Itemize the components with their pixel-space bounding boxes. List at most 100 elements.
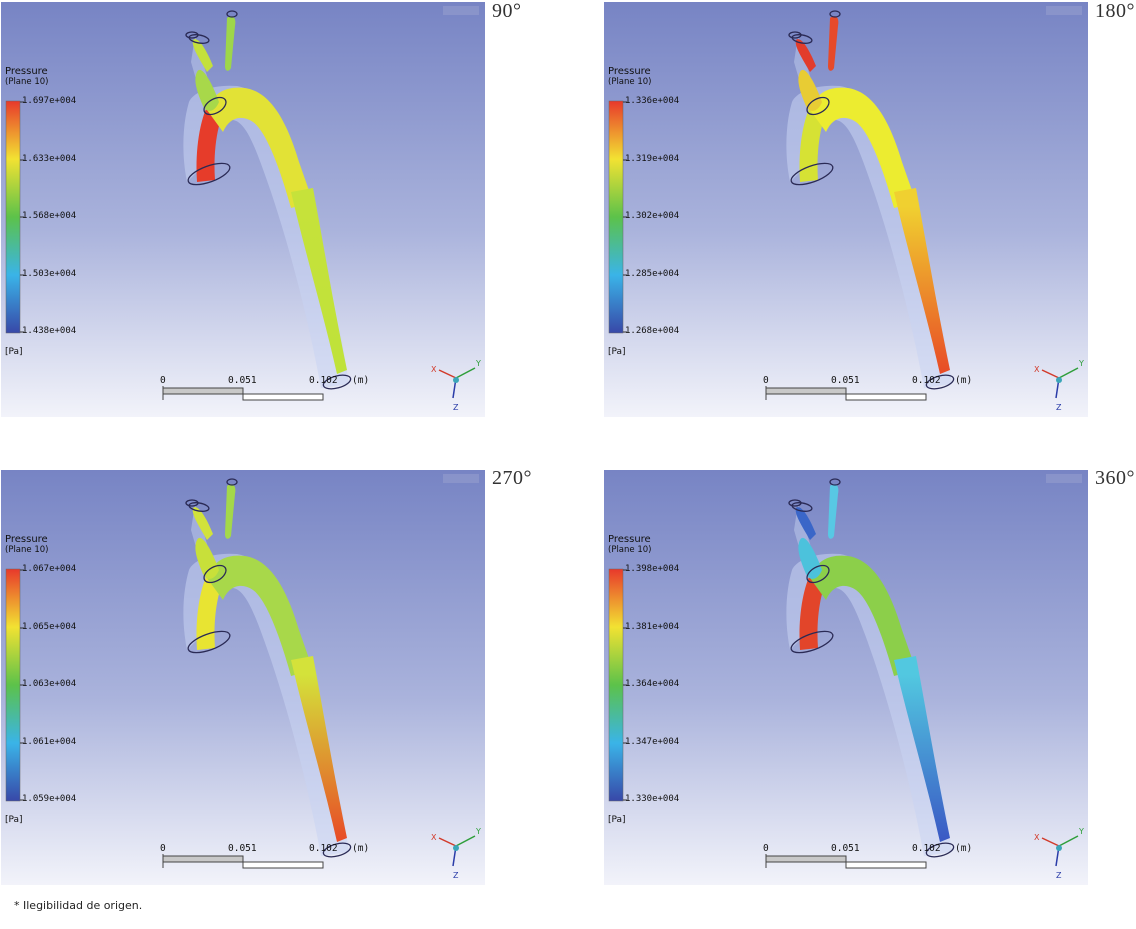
svg-text:X: X (1034, 833, 1040, 842)
legend-tick-label: 1.319e+004 (625, 154, 680, 164)
scale-label: 0.102 (309, 375, 338, 386)
descending-aorta (894, 656, 950, 842)
legend-tick-label: 1.503e+004 (22, 269, 77, 279)
simulation-panel-3: Y X Z Pressure (Plane 10) 1.067e+004 1.0… (1, 470, 485, 885)
svg-text:Z: Z (453, 403, 459, 412)
legend-title: Pressure (Plane 10) (5, 534, 48, 556)
legend-subtitle: (Plane 10) (608, 545, 652, 555)
vessel-render: Y X Z (1, 470, 485, 885)
legend-ticks (623, 101, 627, 333)
descending-aorta (894, 188, 950, 374)
vessel-render: Y X Z (604, 470, 1088, 885)
svg-text:X: X (1034, 365, 1040, 374)
carotid-branch (795, 507, 816, 540)
svg-text:X: X (431, 365, 437, 374)
legend-color-bar (5, 568, 21, 802)
carotid-branch (795, 39, 816, 72)
svg-text:Y: Y (1078, 827, 1084, 836)
axis-triad: Y X Z (431, 359, 481, 412)
legend-tick-label: 1.381e+004 (625, 622, 680, 632)
legend-tick-label: 1.063e+004 (22, 679, 77, 689)
footnote: * Ilegibilidad de origen. (14, 899, 143, 912)
legend-title-text: Pressure (5, 66, 48, 77)
legend-tick-label: 1.633e+004 (22, 154, 77, 164)
angle-label: 360° (1095, 467, 1135, 489)
legend-tick-label: 1.364e+004 (625, 679, 680, 689)
legend-tick-label: 1.438e+004 (22, 326, 77, 336)
axis-triad: Y X Z (431, 827, 481, 880)
scale-unit: (m) (352, 375, 370, 386)
svg-text:Z: Z (1056, 871, 1062, 880)
scale-unit: (m) (352, 843, 370, 854)
svg-text:Y: Y (475, 827, 481, 836)
legend-subtitle: (Plane 10) (608, 77, 652, 87)
vessel-ghost (786, 85, 952, 389)
legend-title-text: Pressure (5, 534, 48, 545)
legend-color-bar (608, 100, 624, 334)
vessel-ghost (183, 85, 349, 389)
legend-tick-label: 1.336e+004 (625, 96, 680, 106)
legend-color-bar (608, 568, 624, 802)
brachiocephalic-branch (195, 69, 219, 111)
window-corner-icon (1046, 6, 1082, 15)
scale-label: 0.102 (912, 375, 941, 386)
scale-bar (162, 386, 324, 401)
aortic-arch (207, 555, 313, 676)
scale-bar (765, 854, 927, 869)
render-background (1, 470, 485, 885)
scale-label: 0.102 (309, 843, 338, 854)
svg-text:Z: Z (453, 871, 459, 880)
legend-tick-label: 1.061e+004 (22, 737, 77, 747)
descending-aorta (291, 656, 347, 842)
scale-unit: (m) (955, 843, 973, 854)
brachiocephalic-branch (798, 537, 822, 579)
vessel-ghost (786, 553, 952, 856)
scale-label: 0.051 (228, 843, 257, 854)
legend-ticks (20, 101, 24, 333)
aortic-arch (810, 555, 916, 676)
scale-label: 0 (160, 843, 166, 854)
legend-tick-label: 1.697e+004 (22, 96, 77, 106)
legend-tick-label: 1.302e+004 (625, 211, 680, 221)
outlet-rings (788, 478, 955, 858)
legend-title-text: Pressure (608, 534, 651, 545)
scale-bar (162, 854, 324, 869)
legend-tick-label: 1.067e+004 (22, 564, 77, 574)
outlet-rings (185, 478, 352, 858)
legend-unit: [Pa] (608, 347, 626, 357)
axis-triad: Y X Z (1034, 827, 1084, 880)
svg-text:Y: Y (475, 359, 481, 368)
scale-label: 0 (763, 375, 769, 386)
legend-unit: [Pa] (5, 815, 23, 825)
legend-tick-label: 1.268e+004 (625, 326, 680, 336)
subclavian-branch (225, 484, 236, 539)
svg-text:Y: Y (1078, 359, 1084, 368)
legend-tick-label: 1.398e+004 (625, 564, 680, 574)
legend-subtitle: (Plane 10) (5, 77, 49, 87)
scale-label: 0.051 (831, 375, 860, 386)
scale-label: 0 (763, 843, 769, 854)
scale-unit: (m) (955, 375, 973, 386)
legend-subtitle: (Plane 10) (5, 545, 49, 555)
carotid-branch (192, 39, 213, 72)
legend-tick-label: 1.059e+004 (22, 794, 77, 804)
simulation-panel-4: Y X Z Pressure (Plane 10) 1.398e+004 1.3… (604, 470, 1088, 885)
angle-label: 270° (492, 467, 532, 489)
legend-unit: [Pa] (5, 347, 23, 357)
scale-label: 0.051 (831, 843, 860, 854)
legend-color-bar (5, 100, 21, 334)
legend-tick-label: 1.065e+004 (22, 622, 77, 632)
outlet-rings (788, 10, 955, 390)
legend-ticks (623, 569, 627, 801)
legend-tick-label: 1.568e+004 (22, 211, 77, 221)
vessel-ghost (183, 553, 349, 856)
legend-tick-label: 1.330e+004 (625, 794, 680, 804)
subclavian-branch (225, 16, 236, 71)
render-background (604, 470, 1088, 885)
legend-title: Pressure (Plane 10) (608, 66, 651, 88)
aortic-arch (207, 87, 313, 208)
legend-unit: [Pa] (608, 815, 626, 825)
scale-label: 0 (160, 375, 166, 386)
angle-label: 180° (1095, 0, 1135, 22)
scale-label: 0.051 (228, 375, 257, 386)
